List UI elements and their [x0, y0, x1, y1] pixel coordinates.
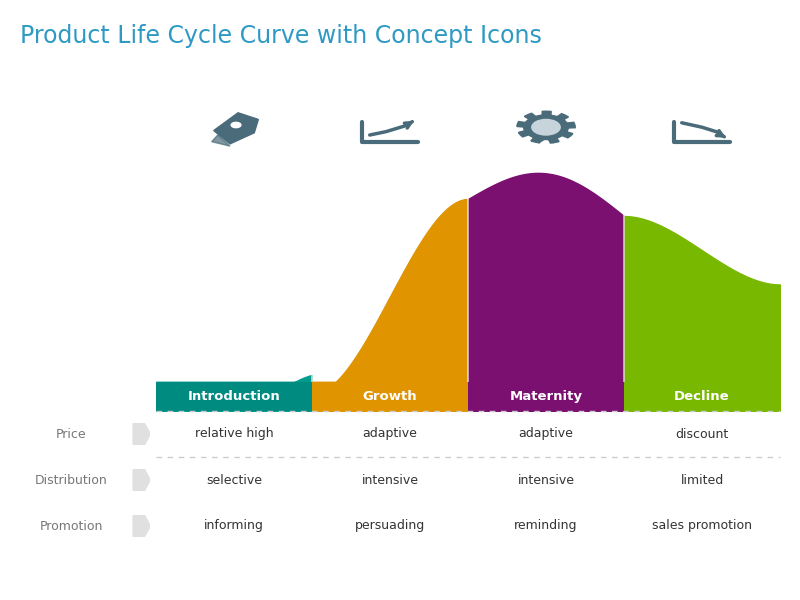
Text: intensive: intensive: [518, 473, 574, 487]
Text: Introduction: Introduction: [188, 390, 280, 403]
Circle shape: [532, 119, 560, 135]
Polygon shape: [536, 135, 556, 143]
Text: intensive: intensive: [362, 473, 418, 487]
Text: selective: selective: [206, 473, 262, 487]
FancyBboxPatch shape: [468, 382, 624, 411]
Text: persuading: persuading: [355, 520, 425, 533]
Polygon shape: [212, 135, 230, 146]
Text: sales promotion: sales promotion: [652, 520, 752, 533]
Text: Decline: Decline: [674, 390, 730, 403]
Text: Get these slides & icons at www.infoDiagram.com: Get these slides & icons at www.infoDiag…: [217, 570, 583, 585]
Text: adaptive: adaptive: [362, 427, 418, 440]
Circle shape: [231, 122, 241, 128]
Text: reminding: reminding: [514, 520, 578, 533]
Text: Maternity: Maternity: [510, 390, 582, 403]
Text: Price: Price: [56, 427, 86, 440]
Polygon shape: [214, 113, 258, 144]
Polygon shape: [517, 111, 575, 143]
FancyArrow shape: [133, 470, 150, 490]
Text: relative high: relative high: [194, 427, 274, 440]
Text: Distribution: Distribution: [35, 473, 107, 487]
Text: Growth: Growth: [362, 390, 418, 403]
Text: limited: limited: [680, 473, 724, 487]
FancyBboxPatch shape: [312, 382, 468, 411]
FancyArrow shape: [133, 515, 150, 536]
Text: Promotion: Promotion: [39, 520, 103, 533]
Text: Product Life Cycle Curve with Concept Icons: Product Life Cycle Curve with Concept Ic…: [20, 24, 542, 48]
Text: adaptive: adaptive: [518, 427, 574, 440]
Text: informing: informing: [204, 520, 264, 533]
FancyBboxPatch shape: [156, 382, 312, 411]
Text: discount: discount: [675, 427, 729, 440]
FancyArrow shape: [133, 424, 150, 444]
FancyBboxPatch shape: [624, 382, 780, 411]
